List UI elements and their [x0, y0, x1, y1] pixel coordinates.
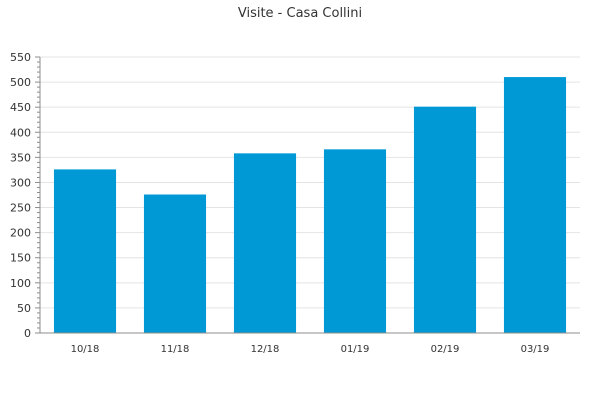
x-tick-label-2: 12/18	[251, 344, 280, 355]
bar-11-18	[143, 194, 207, 333]
y-tick-label-7: 350	[10, 151, 31, 164]
chart-title: Visite - Casa Collini	[238, 6, 362, 21]
y-tick-label-4: 200	[10, 227, 31, 240]
y-tick-label-11: 550	[10, 51, 31, 64]
y-tick-label-6: 300	[10, 176, 31, 189]
x-tick-label-0: 10/18	[71, 344, 100, 355]
y-tick-label-2: 100	[10, 277, 31, 290]
bar-01-19	[323, 149, 387, 333]
x-axis: 10/18 11/18 12/18 01/19 02/19 03/19	[40, 332, 580, 355]
x-tick-label-1: 11/18	[161, 344, 190, 355]
bars	[53, 77, 567, 334]
y-tick-label-9: 450	[10, 101, 31, 114]
x-tick-label-4: 02/19	[431, 344, 460, 355]
bar-02-19	[413, 106, 477, 334]
x-tick-label-3: 01/19	[341, 344, 370, 355]
y-tick-label-1: 50	[17, 302, 31, 315]
y-tick-label-5: 250	[10, 202, 31, 215]
gridlines	[40, 56, 580, 309]
y-axis: 0 50 100 150 200 250 300 350 400 450 500 550	[10, 51, 41, 340]
bar-12-18	[233, 153, 297, 333]
bar-03-19	[503, 77, 567, 333]
y-tick-label-3: 150	[10, 252, 31, 265]
y-tick-label-8: 400	[10, 126, 31, 139]
x-tick-label-5: 03/19	[521, 344, 550, 355]
y-tick-label-10: 500	[10, 76, 31, 89]
y-tick-label-0: 0	[24, 327, 31, 340]
bar-10-18	[53, 169, 117, 333]
